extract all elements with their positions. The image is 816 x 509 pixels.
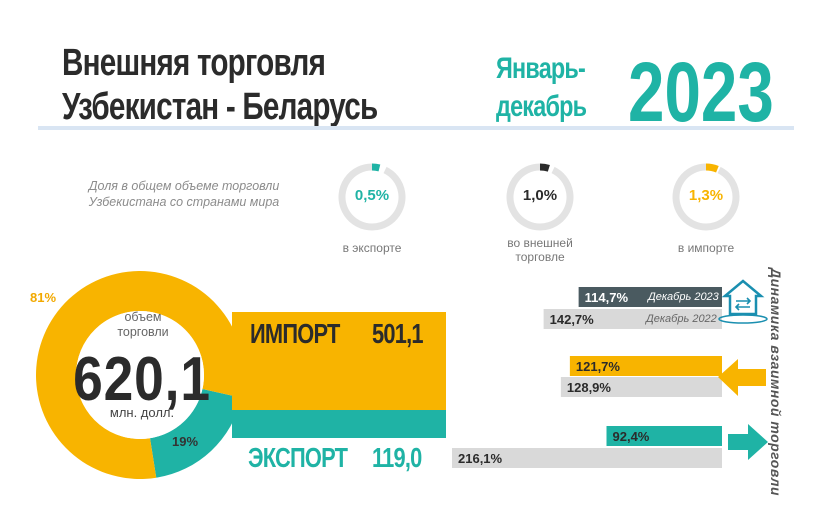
donut-unit: млн. долл. bbox=[109, 405, 175, 420]
dyn-label-2022-2: 216,1% bbox=[458, 451, 503, 466]
exchange-arrows-icon bbox=[734, 297, 752, 311]
donut-import-percent: 81% bbox=[30, 290, 57, 305]
gauge-fill-2 bbox=[705, 163, 719, 173]
share-caption: Доля в общем объеме торговли Узбекистана… bbox=[88, 179, 280, 209]
trade-house-icon bbox=[721, 279, 765, 316]
donut-slice-import bbox=[36, 271, 244, 479]
donut-title: объем торговли bbox=[117, 310, 169, 339]
dyn-label-2023-1: 121,7% bbox=[575, 359, 620, 374]
title-line-2: Узбекистан - Беларусь bbox=[62, 86, 378, 128]
period-line-1: Январь- bbox=[496, 52, 586, 85]
export-label: ЭКСПОРТ bbox=[248, 442, 348, 473]
gauge-track-1 bbox=[506, 163, 574, 231]
import-label: ИМПОРТ bbox=[250, 318, 340, 349]
title-line-1: Внешняя торговля bbox=[62, 42, 326, 84]
dyn-series-2023-name: Декабрь 2023 bbox=[648, 291, 719, 303]
export-bar bbox=[232, 410, 446, 438]
dyn-bar-2023-0 bbox=[578, 287, 722, 307]
dyn-label-2022-1: 128,9% bbox=[566, 380, 611, 395]
dyn-bar-2023-2 bbox=[606, 426, 722, 446]
donut-total-value: 620,1 bbox=[73, 345, 211, 414]
import-arrow-icon bbox=[718, 359, 766, 396]
dyn-bar-2022-2 bbox=[452, 448, 722, 468]
dyn-label-2023-0: 114,7% bbox=[584, 290, 628, 305]
export-value: 119,0 bbox=[372, 442, 422, 473]
import-value: 501,1 bbox=[372, 318, 424, 349]
donut-export-percent: 19% bbox=[172, 434, 199, 449]
dyn-label-2022-0: 142,7% bbox=[549, 312, 594, 327]
gauge-label-0: в экспорте bbox=[342, 241, 402, 255]
gauge-value-0: 0,5% bbox=[354, 187, 390, 204]
donut-hole bbox=[76, 311, 204, 439]
period-line-2: декабрь bbox=[496, 90, 587, 123]
donut-slice-export bbox=[150, 388, 242, 478]
gauge-fill-1 bbox=[539, 163, 550, 172]
gauge-track-0 bbox=[338, 163, 406, 231]
dyn-label-2023-2: 92,4% bbox=[612, 429, 650, 444]
export-arrow-icon bbox=[728, 424, 768, 460]
house-base-icon bbox=[718, 314, 768, 324]
dyn-bar-2022-0 bbox=[543, 309, 722, 329]
gauge-value-1: 1,0% bbox=[522, 187, 558, 204]
gauge-fill-0 bbox=[371, 163, 381, 172]
dynamics-title-text: Динамика взаимной торговли bbox=[768, 268, 784, 497]
gauge-label-2: в импорте bbox=[677, 241, 735, 255]
gauge-value-2: 1,3% bbox=[688, 187, 724, 204]
dyn-bar-2022-1 bbox=[560, 377, 722, 397]
dynamics-title: Динамика взаимной торговли bbox=[754, 268, 784, 496]
dyn-bar-2023-1 bbox=[569, 356, 722, 376]
header-divider bbox=[38, 126, 794, 130]
gauge-label-1: во внешней торговле bbox=[507, 236, 573, 264]
dyn-series-2022-name: Декабрь 2022 bbox=[646, 313, 717, 325]
gauge-track-2 bbox=[672, 163, 740, 231]
year: 2023 bbox=[628, 45, 774, 139]
import-bar bbox=[232, 312, 446, 410]
